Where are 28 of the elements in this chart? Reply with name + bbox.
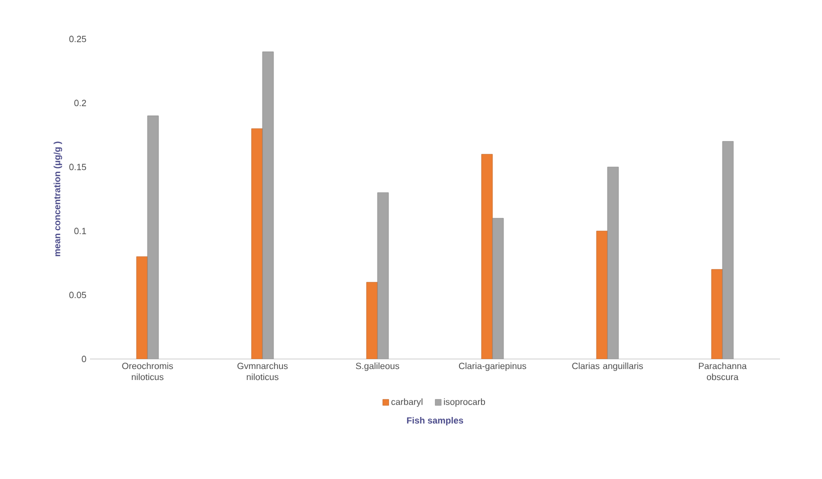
bar — [596, 230, 608, 359]
x-tick-label: Gvmnarchus niloticus — [237, 362, 288, 380]
bar — [262, 52, 274, 359]
x-tick-label: Parachanna obscura — [698, 362, 747, 380]
x-tick-label: Claria-gariepinus — [458, 362, 526, 371]
bar — [251, 128, 263, 359]
y-tick-label: 0.05 — [69, 292, 86, 298]
y-tick-label: 0.1 — [74, 228, 86, 234]
y-tick-label: 0 — [82, 356, 86, 362]
bar — [377, 192, 389, 359]
bar — [492, 218, 504, 359]
y-tick-label: 0.2 — [74, 100, 86, 106]
x-tick-label: S.galileous — [356, 362, 400, 371]
bar — [722, 141, 734, 359]
x-axis-title: Fish samples — [407, 416, 464, 426]
bar — [147, 116, 159, 359]
y-tick-label: 0.25 — [69, 36, 86, 42]
x-tick-label: Clarias anguillaris — [572, 362, 643, 371]
y-tick-label: 0.15 — [69, 164, 86, 170]
legend-label: isoprocarb — [444, 398, 486, 407]
y-axis-title: mean concentration (μg/g ) — [54, 142, 62, 256]
bar — [481, 154, 493, 359]
bar — [607, 166, 619, 359]
legend-label: carbaryl — [391, 398, 422, 407]
bar — [711, 269, 723, 359]
x-tick-label: Oreochromis niloticus — [122, 362, 173, 380]
bar — [136, 256, 148, 359]
bar — [366, 282, 378, 359]
